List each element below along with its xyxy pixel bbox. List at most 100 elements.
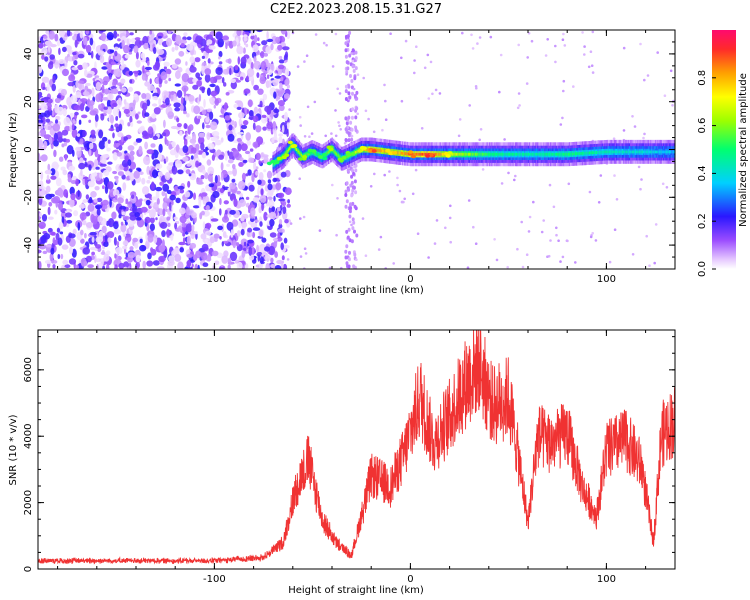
spectrogram-noise-cell <box>236 261 243 269</box>
spectrogram-stripe-cell <box>350 79 354 83</box>
spectrogram-faint-cell <box>299 217 302 220</box>
spectrogram-stripe-cell <box>351 201 355 206</box>
spectrogram-faint-cell <box>559 260 562 263</box>
spectrogram-faint-cell <box>423 66 427 70</box>
spectrogram-noise-cell <box>182 145 189 154</box>
spectrogram-noise-cell <box>96 197 103 203</box>
spectrogram-noise-cell <box>101 84 105 92</box>
spectrogram-noise-cell <box>47 206 51 216</box>
colorbar-label: Normalized spectral amplitude <box>738 73 749 227</box>
spectrogram-signal-cell <box>289 147 291 150</box>
spectrogram-noise-cell <box>174 58 182 65</box>
spectrogram-noise-cell <box>85 255 92 263</box>
spectrogram-stripe-cell <box>347 115 351 120</box>
spectrogram-noise-cell <box>189 56 195 64</box>
spectrogram-noise-cell <box>157 35 162 39</box>
spectrogram-noise-cell <box>53 196 61 203</box>
spectrogram-signal-peak <box>307 148 313 153</box>
spectrogram-noise-cell <box>277 100 285 107</box>
spectrogram-noise-cell <box>221 35 229 41</box>
spectrogram-noise-cell <box>284 78 290 86</box>
spectrogram-noise-cell <box>186 36 192 41</box>
spectrogram-faint-cell <box>434 88 438 92</box>
spectrogram-noise-cell <box>185 169 191 175</box>
spectrogram-noise-cell <box>280 171 287 178</box>
spectrogram-noise-cell <box>214 260 220 266</box>
spectrogram-noise-cell <box>52 75 56 84</box>
spectrogram-faint-cell <box>653 261 656 265</box>
spectrogram-noise-cell <box>284 187 292 195</box>
spectrogram-signal-cell <box>573 152 576 156</box>
spectrogram-faint-cell <box>338 124 341 128</box>
spectrogram-faint-cell <box>633 125 637 128</box>
spectrogram-noise-cell <box>118 145 123 151</box>
spectrogram-noise-cell <box>89 231 97 236</box>
spectrogram-noise-cell <box>146 149 154 155</box>
spectrogram-signal-cell <box>334 151 337 155</box>
spectrogram-noise-cell <box>246 140 251 146</box>
spectrogram-noise-cell <box>223 82 227 87</box>
spectrogram-noise-cell <box>186 259 192 267</box>
spectrogram-noise-cell <box>200 192 208 197</box>
spectrogram-stripe-cell <box>353 76 357 81</box>
spectrogram-noise-cell <box>69 246 73 255</box>
spectrogram-noise-cell <box>93 172 98 176</box>
spectrogram-signal-cell <box>306 152 309 156</box>
spectrogram-noise-cell <box>255 125 262 133</box>
spectrogram-noise-cell <box>124 266 127 269</box>
spectrogram-noise-cell <box>248 184 255 192</box>
spectrogram-noise-cell <box>102 185 105 190</box>
spectrogram-stripe-cell <box>354 128 358 133</box>
spectrogram-stripe-cell <box>348 30 352 35</box>
spectrogram-signal-peak <box>266 161 272 166</box>
spectrogram-noise-cell <box>278 198 286 202</box>
spectrogram-noise-cell <box>169 194 176 201</box>
spectrogram-noise-cell <box>198 132 205 138</box>
spectrogram-faint-cell <box>521 265 525 269</box>
spectrogram-signal-cell <box>593 151 596 155</box>
spectrogram-signal-cell <box>525 152 527 156</box>
spectrogram-signal-cell <box>338 154 341 158</box>
spectrogram-faint-cell <box>343 142 347 145</box>
spectrogram-noise-cell <box>58 201 63 211</box>
spectrogram-noise-cell <box>41 76 50 83</box>
spectrogram-stripe-cell <box>348 95 352 100</box>
spectrogram-noise-cell <box>38 239 41 244</box>
spectrogram-noise-cell <box>62 169 68 176</box>
spectrogram-noise-cell <box>106 147 111 152</box>
spectrogram-stripe-cell <box>352 264 356 269</box>
y-tick-label: 2000 <box>23 490 34 515</box>
spectrogram-noise-cell <box>114 46 119 51</box>
spectrogram-faint-cell <box>671 104 674 107</box>
spectrogram-faint-cell <box>530 39 534 43</box>
spectrogram-noise-cell <box>90 191 97 198</box>
spectrogram-noise-cell <box>62 68 69 77</box>
spectrogram-noise-cell <box>135 254 141 263</box>
spectrogram-faint-cell <box>489 35 493 39</box>
spectrogram-signal-cell <box>605 150 607 154</box>
spectrogram-noise-cell <box>69 198 75 208</box>
spectrogram-noise-cell <box>113 221 119 230</box>
spectrogram-noise-cell <box>51 260 58 264</box>
spectrogram-noise-cell <box>88 119 92 124</box>
spectrogram-faint-cell <box>364 109 368 113</box>
spectrogram-faint-cell <box>665 186 669 189</box>
spectrogram-noise-cell <box>82 91 90 97</box>
spectrogram-noise-cell <box>75 91 82 99</box>
spectrogram-faint-cell <box>561 255 565 259</box>
spectrogram-noise-cell <box>118 110 122 119</box>
spectrogram-noise-cell <box>112 102 118 107</box>
spectrogram-noise-cell <box>253 84 259 91</box>
spectrogram-noise-cell <box>129 32 134 36</box>
spectrogram-noise-cell <box>244 150 251 155</box>
spectrogram-noise-cell <box>42 86 46 90</box>
spectrogram-noise-cell <box>152 64 160 71</box>
spectrogram-signal-peak <box>274 160 280 165</box>
spectrogram-noise-cell <box>200 142 205 151</box>
spectrogram-faint-cell <box>622 129 626 132</box>
spectrogram-noise-cell <box>207 143 215 150</box>
spectrogram-signal-cell <box>480 152 483 156</box>
x-tick-label: 0 <box>407 274 413 285</box>
spectrogram-noise-cell <box>261 237 267 243</box>
